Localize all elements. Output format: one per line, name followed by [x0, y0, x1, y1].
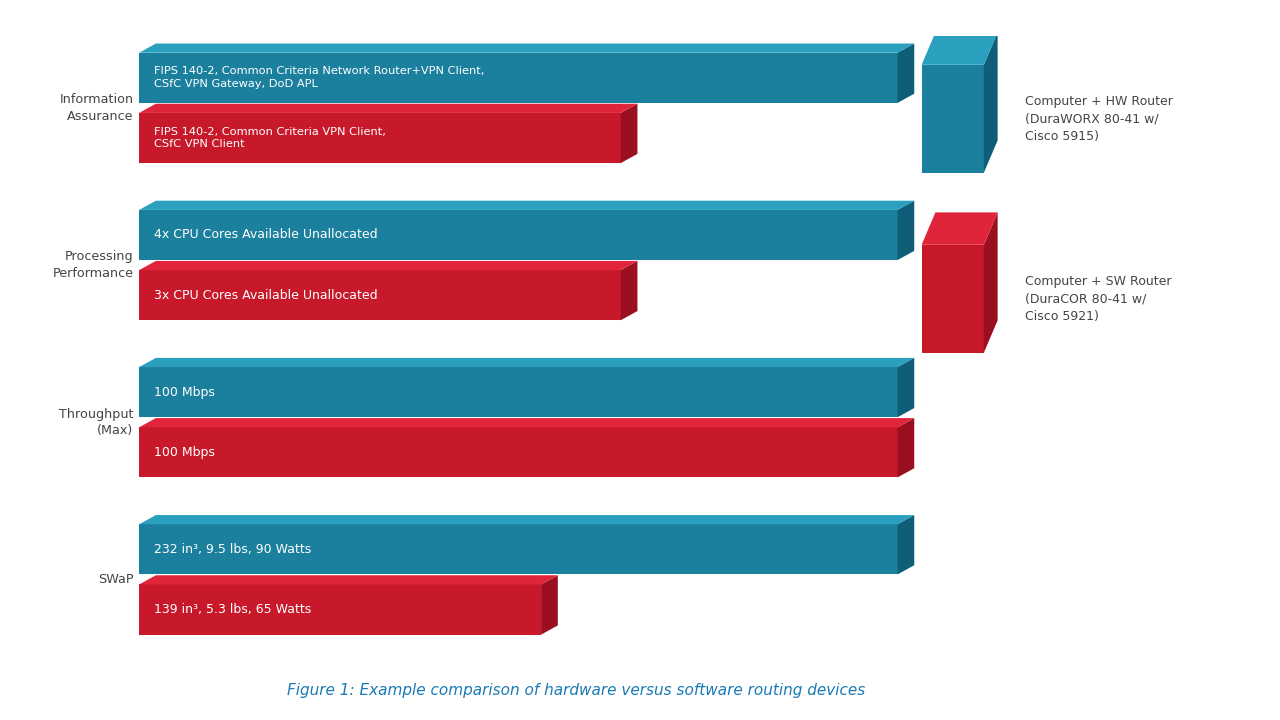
Polygon shape	[897, 358, 914, 418]
Polygon shape	[897, 201, 914, 260]
Text: 3x CPU Cores Available Unallocated: 3x CPU Cores Available Unallocated	[154, 289, 378, 302]
Polygon shape	[140, 418, 914, 427]
Polygon shape	[922, 32, 997, 65]
Polygon shape	[140, 210, 897, 260]
Polygon shape	[140, 524, 897, 575]
Text: Processing
Performance: Processing Performance	[52, 251, 133, 280]
Polygon shape	[621, 104, 637, 163]
Text: 139 in³, 5.3 lbs, 65 Watts: 139 in³, 5.3 lbs, 65 Watts	[154, 603, 311, 616]
Polygon shape	[140, 515, 914, 524]
Text: Figure 1: Example comparison of hardware versus software routing devices: Figure 1: Example comparison of hardware…	[287, 683, 865, 698]
Polygon shape	[140, 261, 637, 270]
Polygon shape	[922, 245, 984, 353]
Polygon shape	[922, 65, 984, 173]
Polygon shape	[140, 367, 897, 418]
Text: 100 Mbps: 100 Mbps	[154, 386, 215, 399]
Text: FIPS 140-2, Common Criteria Network Router+VPN Client,
CSfC VPN Gateway, DoD APL: FIPS 140-2, Common Criteria Network Rout…	[154, 66, 484, 89]
Polygon shape	[140, 427, 897, 477]
Polygon shape	[897, 43, 914, 103]
Polygon shape	[140, 358, 914, 367]
Polygon shape	[984, 212, 997, 353]
Polygon shape	[140, 113, 621, 163]
Polygon shape	[897, 515, 914, 575]
Polygon shape	[140, 104, 637, 113]
Polygon shape	[140, 201, 914, 210]
Text: 4x CPU Cores Available Unallocated: 4x CPU Cores Available Unallocated	[154, 228, 378, 241]
Text: SWaP: SWaP	[99, 573, 133, 586]
Text: 100 Mbps: 100 Mbps	[154, 446, 215, 459]
Text: Throughput
(Max): Throughput (Max)	[59, 408, 133, 437]
Polygon shape	[621, 261, 637, 320]
Text: Computer + SW Router
(DuraCOR 80-41 w/
Cisco 5921): Computer + SW Router (DuraCOR 80-41 w/ C…	[1025, 275, 1171, 323]
Text: Information
Assurance: Information Assurance	[59, 93, 133, 122]
Polygon shape	[897, 418, 914, 477]
Text: 232 in³, 9.5 lbs, 90 Watts: 232 in³, 9.5 lbs, 90 Watts	[154, 543, 311, 556]
Polygon shape	[922, 212, 997, 245]
Polygon shape	[140, 43, 914, 53]
Polygon shape	[140, 53, 897, 103]
Polygon shape	[140, 270, 621, 320]
Text: Computer + HW Router
(DuraWORX 80-41 w/
Cisco 5915): Computer + HW Router (DuraWORX 80-41 w/ …	[1025, 95, 1174, 143]
Polygon shape	[984, 32, 997, 173]
Text: FIPS 140-2, Common Criteria VPN Client,
CSfC VPN Client: FIPS 140-2, Common Criteria VPN Client, …	[154, 127, 385, 149]
Polygon shape	[140, 575, 558, 585]
Polygon shape	[541, 575, 558, 634]
Polygon shape	[140, 585, 541, 634]
